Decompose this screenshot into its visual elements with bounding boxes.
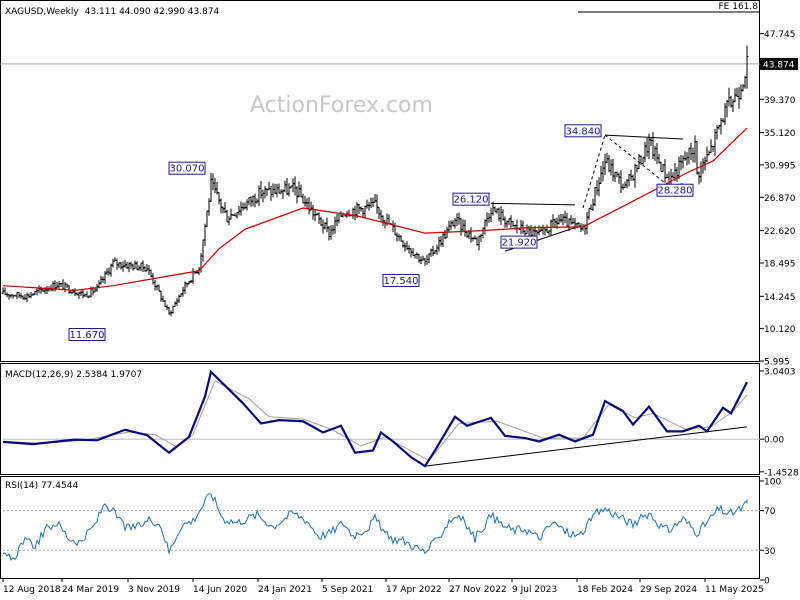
price-tick-label: 18.495 (764, 259, 796, 269)
trendline (604, 134, 684, 140)
price-annotation: 21.920 (500, 235, 538, 249)
macd-panel-frame (0, 363, 760, 475)
macd-trendline (424, 426, 748, 467)
annotations: 11.670 30.070 17.540 26.120 21.920 34.840 28.2… (68, 124, 694, 341)
current-price-label: 43.874 (763, 60, 795, 70)
time-tick-label: 29 Sep 2024 (640, 585, 697, 595)
current-price-box (760, 57, 798, 70)
fe-level: FE 161.8 (578, 2, 760, 13)
macd-panel: 3.0403 0.00 -1.4528 (2, 367, 799, 478)
rsi-tick-label: 30 (764, 547, 776, 557)
trendline (604, 134, 670, 187)
price-bar (745, 45, 749, 89)
ohlc-readout: 43.111 44.090 42.990 43.874 (85, 7, 220, 17)
macd-signal-line (2, 380, 748, 462)
annotation-label: 21.920 (502, 238, 537, 249)
annotation-box (382, 273, 420, 287)
time-tick-label: 5 Sep 2021 (322, 585, 373, 595)
time-tick-label: 24 Jan 2021 (258, 585, 312, 595)
price-tick-label: 22.620 (764, 227, 796, 237)
time-axis: 12 Aug 2018 24 Mar 2019 3 Nov 2019 14 Jun 2… (2, 578, 764, 595)
watermark: ActionForex.com (250, 93, 433, 118)
macd-tick-label: 0.00 (764, 436, 784, 446)
time-tick-label: 9 Jul 2023 (512, 585, 557, 595)
trendline (490, 202, 576, 206)
price-tick-label: 10.120 (764, 325, 796, 335)
price-annotation: 17.540 (382, 273, 420, 287)
rsi-title: RSI(14) 77.4544 (5, 481, 78, 491)
annotation-box (564, 124, 602, 138)
price-annotation: 11.670 (68, 327, 106, 341)
fe-label: FE 161.8 (719, 2, 759, 12)
price-annotation: 28.280 (656, 183, 694, 197)
time-tick-label: 27 Nov 2022 (449, 585, 507, 595)
trendline (582, 134, 606, 209)
annotation-label: 34.840 (566, 126, 601, 137)
price-series (1, 45, 749, 317)
annotation-label: 11.670 (70, 330, 105, 341)
main-panel-frame (0, 0, 760, 362)
annotation-label: 17.540 (384, 276, 419, 287)
price-tick-label: 14.245 (764, 293, 796, 303)
rsi-line (2, 493, 748, 561)
macd-tick-label: 3.0403 (764, 367, 796, 377)
price-tick-label: 39.370 (764, 96, 796, 106)
price-tick-label: 5.995 (764, 358, 790, 368)
chart-title: XAGUSD,Weekly 43.111 44.090 42.990 43.874 (5, 7, 220, 17)
time-tick-label: 3 Nov 2019 (128, 585, 180, 595)
price-annotation: 26.120 (452, 192, 490, 206)
annotation-box (452, 192, 490, 206)
rsi-tick-label: 100 (764, 477, 781, 487)
time-tick-label: 14 Jun 2020 (193, 585, 247, 595)
price-annotation: 34.840 (564, 124, 602, 138)
time-tick-label: 11 May 2025 (705, 585, 764, 595)
time-tick-label: 24 Mar 2019 (62, 585, 119, 595)
symbol-label: XAGUSD,Weekly (5, 7, 79, 17)
price-tick-label: 30.995 (764, 161, 796, 171)
annotation-box (500, 235, 538, 249)
annotation-label: 30.070 (170, 164, 205, 175)
price-annotation: 30.070 (168, 161, 206, 175)
annotation-box (656, 183, 694, 197)
macd-tick-label: -1.4528 (764, 468, 799, 478)
rsi-tick-label: 70 (764, 507, 776, 517)
annotation-label: 28.280 (658, 186, 693, 197)
price-tick-label: 26.870 (764, 194, 796, 204)
rsi-tick-label: 0 (764, 576, 770, 586)
time-tick-label: 12 Aug 2018 (3, 585, 61, 595)
macd-title: MACD(12,26,9) 2.5384 1.9707 (5, 370, 142, 380)
annotation-box (68, 327, 106, 341)
price-tick-label: 47.745 (764, 30, 796, 40)
price-axis: 47.745 43.874 39.370 35.120 30.995 26.870 22.6… (0, 30, 798, 368)
annotation-label: 26.120 (454, 195, 489, 206)
annotation-box (168, 161, 206, 175)
price-tick-label: 35.120 (764, 129, 796, 139)
time-tick-label: 18 Feb 2024 (577, 585, 633, 595)
time-tick-label: 17 Apr 2022 (386, 585, 442, 595)
rsi-panel: 100 70 30 0 (2, 477, 781, 586)
